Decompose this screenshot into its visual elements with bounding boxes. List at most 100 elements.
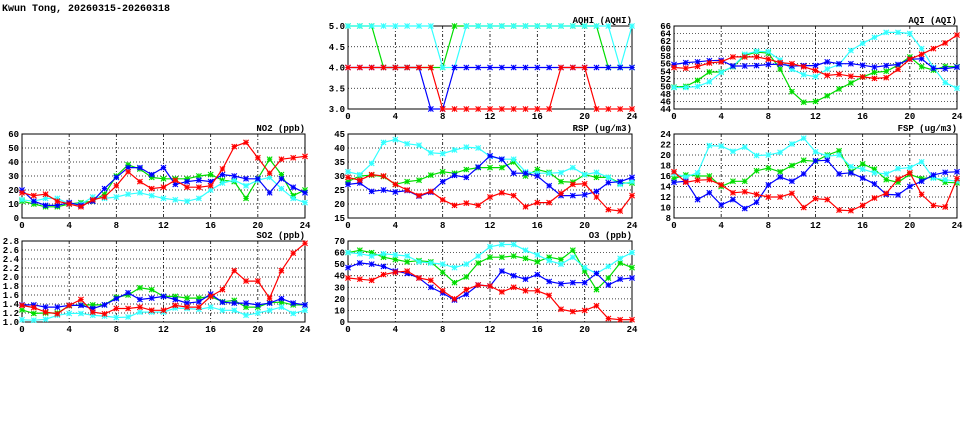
data-point-marker <box>765 56 772 63</box>
data-point-marker <box>812 195 819 202</box>
data-point-marker <box>219 180 226 186</box>
data-point-marker <box>207 171 214 178</box>
data-point-marker <box>243 195 250 202</box>
y-tick-label: 1.0 <box>3 318 19 328</box>
x-tick-label: 4 <box>393 325 399 335</box>
data-point-marker <box>42 309 49 316</box>
data-point-marker <box>788 140 795 147</box>
data-point-marker <box>136 309 143 316</box>
data-point-marker <box>534 271 541 278</box>
data-point-marker <box>89 301 96 308</box>
data-point-marker <box>66 201 73 207</box>
y-tick-label: 54 <box>660 67 671 77</box>
data-point-marker <box>439 261 446 268</box>
data-point-marker <box>278 185 285 192</box>
panel-so2: 1.01.21.41.61.82.02.22.42.62.8 0 4 8 12 16 20 2… <box>3 231 311 335</box>
data-point-marker <box>266 300 273 307</box>
data-point-marker <box>302 187 308 193</box>
x-tick-label: 16 <box>205 325 216 335</box>
data-point-marker <box>617 178 624 185</box>
y-tick-label: 4.5 <box>329 43 345 53</box>
data-point-marker <box>392 64 399 71</box>
data-point-marker <box>356 177 363 184</box>
data-point-marker <box>593 188 600 195</box>
data-point-marker <box>954 168 960 175</box>
data-point-marker <box>498 106 505 112</box>
data-point-marker <box>558 261 564 268</box>
data-point-marker <box>558 280 564 287</box>
data-point-marker <box>788 88 795 95</box>
y-tick-label: 40 <box>8 158 19 168</box>
data-point-marker <box>765 48 772 55</box>
data-point-marker <box>439 64 446 71</box>
data-point-marker <box>77 203 84 210</box>
plot-frame <box>21 133 306 219</box>
data-point-marker <box>522 173 529 179</box>
x-tick-label: 8 <box>440 221 445 231</box>
data-point-marker <box>113 194 120 200</box>
data-point-marker <box>741 178 748 185</box>
y-tick-label: 1.2 <box>3 309 19 319</box>
data-point-marker <box>172 196 179 203</box>
data-point-marker <box>629 178 635 185</box>
data-point-marker <box>718 201 725 208</box>
y-tick-label: 40 <box>334 144 345 154</box>
data-point-marker <box>918 178 925 185</box>
data-point-marker <box>847 163 854 170</box>
data-point-marker <box>569 181 576 188</box>
data-point-marker <box>243 304 250 311</box>
data-point-marker <box>266 295 273 302</box>
data-point-marker <box>777 168 784 175</box>
data-point-marker <box>954 178 960 185</box>
data-point-marker <box>694 196 701 203</box>
y-tick-label: 25 <box>334 186 345 196</box>
data-point-marker <box>812 62 819 69</box>
data-point-marker <box>593 106 600 112</box>
data-point-marker <box>416 64 422 71</box>
x-tick-label: 0 <box>19 325 24 335</box>
data-point-marker <box>546 106 553 112</box>
data-point-marker <box>859 166 866 173</box>
data-point-marker <box>847 207 854 214</box>
data-point-marker <box>439 168 446 175</box>
data-point-marker <box>451 264 458 271</box>
data-point-marker <box>42 316 49 323</box>
data-point-marker <box>593 23 600 29</box>
data-point-marker <box>906 164 913 171</box>
data-point-marker <box>439 178 446 185</box>
series-3 <box>671 32 960 82</box>
data-point-marker <box>356 250 363 257</box>
data-point-marker <box>451 23 458 29</box>
data-point-marker <box>368 23 375 29</box>
x-tick-label: 16 <box>857 221 868 231</box>
data-point-marker <box>522 203 529 210</box>
series-3 <box>345 268 635 323</box>
data-point-marker <box>824 72 831 79</box>
data-point-marker <box>581 64 588 71</box>
data-point-marker <box>753 48 760 55</box>
y-tick-label: 0 <box>340 318 345 328</box>
data-point-marker <box>871 64 878 71</box>
data-point-marker <box>380 263 387 270</box>
panel-rsp: 15 20 25 30 35 40 45 0 4 8 12 16 20 24 RSP (ug/m3) <box>334 124 638 231</box>
data-point-marker <box>534 23 541 29</box>
data-point-marker <box>847 73 854 80</box>
data-point-marker <box>345 168 351 175</box>
series-3 <box>671 168 960 214</box>
data-point-marker <box>487 283 493 290</box>
data-point-marker <box>54 202 61 209</box>
data-point-marker <box>605 315 612 322</box>
y-tick-label: 2.4 <box>3 255 20 265</box>
data-point-marker <box>463 23 470 29</box>
data-point-marker <box>392 23 399 29</box>
data-point-marker <box>125 314 132 321</box>
y-tick-label: 50 <box>334 260 345 270</box>
data-point-marker <box>836 147 843 154</box>
x-tick-label: 0 <box>345 112 350 122</box>
data-point-marker <box>302 189 308 196</box>
data-point-marker <box>136 296 143 303</box>
data-point-marker <box>172 296 179 303</box>
panel-title: NO2 (ppb) <box>256 124 305 134</box>
data-point-marker <box>498 64 505 71</box>
data-point-marker <box>729 178 736 185</box>
